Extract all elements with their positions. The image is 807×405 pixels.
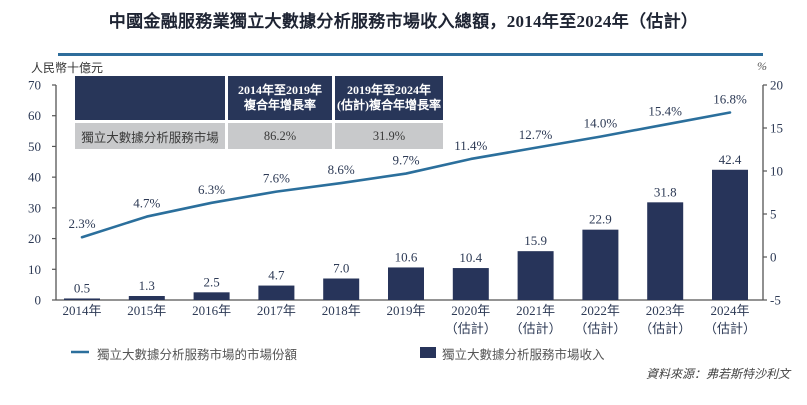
bar-value-label: 22.9 bbox=[589, 212, 612, 227]
header-line: 2019年至2024年 bbox=[346, 83, 431, 97]
left-tick-label: 70 bbox=[28, 78, 41, 93]
left-tick-label: 10 bbox=[28, 262, 41, 277]
bar-value-label: 4.7 bbox=[268, 268, 285, 283]
title-rule bbox=[58, 53, 763, 56]
source-note: 資料來源：弗若斯特沙利文 bbox=[645, 367, 790, 381]
line-value-label: 11.4% bbox=[454, 138, 487, 153]
line-value-label: 9.7% bbox=[392, 153, 419, 168]
left-tick-label: 20 bbox=[28, 231, 41, 246]
table-header-blank bbox=[75, 76, 225, 120]
right-tick-label: 10 bbox=[770, 164, 783, 179]
legend-bar-swatch bbox=[420, 347, 436, 358]
left-tick-label: 40 bbox=[28, 170, 41, 185]
left-tick-label: 50 bbox=[28, 139, 41, 154]
bar-value-label: 0.5 bbox=[74, 280, 90, 295]
chart-title: 中國金融服務業獨立大數據分析服務市場收入總額，2014年至2024年（估計） bbox=[108, 12, 699, 31]
x-tick-sublabel: （估計） bbox=[510, 321, 562, 336]
left-tick-label: 60 bbox=[28, 108, 41, 123]
header-line: (估計)複合年增長率 bbox=[337, 98, 441, 112]
table-cell-cagr-2019-2024: 31.9% bbox=[335, 123, 443, 149]
bar-2017 bbox=[258, 285, 295, 300]
right-tick-label: -5 bbox=[770, 293, 781, 308]
header-line: 複合年增長率 bbox=[243, 98, 316, 112]
x-tick-sublabel: （估計） bbox=[574, 321, 626, 336]
table-header-cagr-2019-2024: 2019年至2024年 (估計)複合年增長率 bbox=[335, 76, 443, 120]
bar-2015 bbox=[128, 296, 165, 300]
x-tick-label: 2023年 bbox=[646, 303, 685, 318]
line-value-label: 15.4% bbox=[648, 104, 682, 119]
x-tick-label: 2014年 bbox=[62, 303, 101, 318]
legend-bar-label: 獨立大數據分析服務市場收入 bbox=[442, 348, 605, 362]
right-axis-unit: % bbox=[757, 59, 767, 73]
bar-value-label: 31.8 bbox=[654, 184, 677, 199]
bar-value-label: 2.5 bbox=[203, 274, 219, 289]
line-value-label: 2.3% bbox=[68, 216, 95, 231]
table-row-label: 獨立大數據分析服務市場 bbox=[75, 123, 225, 149]
x-tick-label: 2024年 bbox=[710, 303, 749, 318]
bar-2021 bbox=[517, 251, 554, 300]
x-tick-sublabel: （估計） bbox=[639, 321, 691, 336]
left-tick-label: 0 bbox=[35, 293, 42, 308]
right-tick-label: 15 bbox=[770, 121, 783, 136]
legend-line-label: 獨立大數據分析服務市場的市場份額 bbox=[97, 348, 298, 362]
right-tick-label: 0 bbox=[770, 250, 777, 265]
line-value-label: 16.8% bbox=[713, 92, 747, 107]
line-value-label: 8.6% bbox=[328, 162, 355, 177]
x-tick-label: 2016年 bbox=[192, 303, 231, 318]
market-share-line bbox=[80, 111, 732, 239]
x-tick-label: 2015年 bbox=[127, 303, 166, 318]
bar-2016 bbox=[193, 292, 230, 300]
x-tick-label: 2018年 bbox=[322, 303, 361, 318]
right-tick-label: 5 bbox=[770, 207, 777, 222]
bar-2020 bbox=[452, 268, 489, 300]
x-tick-label: 2022年 bbox=[581, 303, 620, 318]
right-tick-label: 20 bbox=[770, 78, 783, 93]
line-value-label: 4.7% bbox=[133, 196, 160, 211]
bar-2024 bbox=[712, 169, 748, 300]
bar-2018 bbox=[323, 278, 360, 300]
bar-value-label: 42.4 bbox=[719, 152, 742, 167]
bar-value-label: 7.0 bbox=[333, 261, 349, 276]
x-tick-sublabel: （估計） bbox=[704, 321, 756, 336]
x-tick-label: 2020年 bbox=[451, 303, 490, 318]
bar-value-label: 10.6 bbox=[395, 249, 418, 264]
bar-2019 bbox=[388, 267, 424, 300]
header-line: 2014年至2019年 bbox=[237, 83, 322, 97]
x-tick-sublabel: （估計） bbox=[445, 321, 497, 336]
line-value-label: 12.7% bbox=[519, 127, 553, 142]
bar-2022 bbox=[582, 229, 619, 300]
table-header-cagr-2014-2019: 2014年至2019年 複合年增長率 bbox=[228, 76, 332, 120]
x-tick-label: 2017年 bbox=[257, 303, 296, 318]
bar-value-label: 10.4 bbox=[459, 250, 482, 265]
line-value-label: 6.3% bbox=[198, 182, 225, 197]
bar-2014 bbox=[64, 298, 100, 300]
line-value-label: 14.0% bbox=[584, 116, 618, 131]
x-tick-label: 2019年 bbox=[386, 303, 425, 318]
left-axis-unit: 人民幣十億元 bbox=[31, 61, 104, 75]
table-cell-cagr-2014-2019: 86.2% bbox=[228, 123, 332, 149]
bar-2023 bbox=[647, 202, 684, 300]
bar-value-label: 15.9 bbox=[524, 233, 547, 248]
x-tick-label: 2021年 bbox=[516, 303, 555, 318]
left-tick-label: 30 bbox=[28, 200, 41, 215]
bar-value-label: 1.3 bbox=[139, 278, 155, 293]
line-value-label: 7.6% bbox=[263, 171, 290, 186]
